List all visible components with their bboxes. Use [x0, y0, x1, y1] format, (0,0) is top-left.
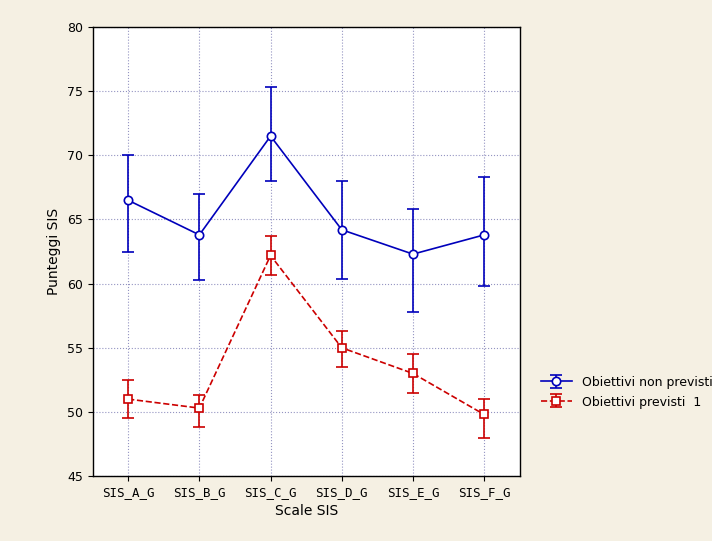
Y-axis label: Punteggi SIS: Punteggi SIS [47, 208, 61, 295]
Legend: Obiettivi non previsti  0, Obiettivi previsti  1: Obiettivi non previsti 0, Obiettivi prev… [535, 370, 712, 415]
X-axis label: Scale SIS: Scale SIS [275, 504, 337, 518]
